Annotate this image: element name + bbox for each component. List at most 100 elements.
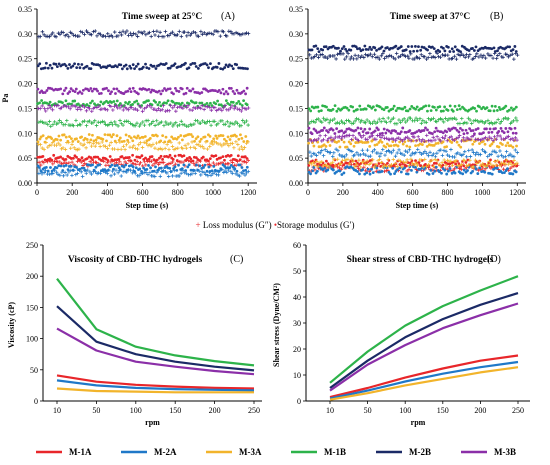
storage-point: [125, 67, 129, 71]
loss-point: [349, 137, 354, 142]
loss-point: [170, 160, 175, 164]
storage-point: [167, 155, 170, 159]
storage-point: [85, 157, 89, 161]
loss-point: [147, 103, 152, 108]
loss-point: [236, 142, 240, 147]
loss-point: [54, 159, 59, 164]
loss-point: [433, 157, 437, 162]
storage-point: [384, 145, 388, 149]
storage-point: [322, 126, 326, 130]
storage-point: [359, 127, 363, 131]
loss-point: [363, 120, 368, 125]
loss-point: [170, 174, 175, 178]
loss-point: [49, 33, 53, 37]
loss-point: [440, 117, 444, 122]
loss-point: [354, 116, 359, 121]
storage-point: [73, 99, 77, 103]
storage-point: [410, 168, 413, 172]
series-m-3b: [307, 126, 519, 144]
storage-point: [432, 106, 436, 109]
storage-point: [159, 62, 163, 66]
storage-point: [446, 169, 450, 173]
loss-point: [330, 139, 334, 143]
loss-point: [197, 105, 201, 110]
storage-point: [443, 168, 447, 172]
loss-point: [350, 121, 354, 126]
loss-point: [237, 147, 242, 151]
loss-point: [226, 161, 231, 166]
loss-point: [46, 122, 50, 127]
storage-point: [43, 66, 47, 70]
loss-point: [182, 103, 187, 108]
storage-point: [199, 137, 203, 141]
storage-point: [128, 87, 132, 91]
storage-point: [342, 45, 346, 48]
loss-point: [464, 52, 469, 57]
storage-point: [78, 167, 82, 171]
loss-point: [153, 107, 157, 111]
storage-point: [507, 108, 511, 112]
storage-point: [433, 169, 437, 173]
storage-point: [52, 153, 56, 157]
storage-point: [474, 167, 478, 171]
loss-point: [89, 109, 94, 114]
loss-point: [158, 108, 163, 113]
storage-point: [50, 87, 54, 91]
storage-point: [133, 67, 136, 71]
loss-point: [111, 108, 115, 112]
storage-point: [210, 104, 214, 107]
loss-point: [82, 105, 87, 109]
storage-point: [235, 88, 239, 92]
storage-point: [310, 132, 314, 136]
storage-point: [493, 50, 497, 53]
storage-point: [90, 89, 94, 93]
loss-point: [112, 30, 117, 34]
loss-point: [372, 165, 377, 169]
loss-point: [168, 103, 173, 108]
loss-point: [368, 154, 373, 158]
loss-point: [180, 146, 185, 151]
x-tick-label: 1000: [205, 188, 221, 197]
loss-point: [415, 118, 420, 123]
loss-point: [158, 174, 163, 179]
loss-point: [160, 107, 165, 112]
loss-point: [363, 52, 368, 57]
loss-point: [323, 147, 327, 152]
loss-point: [334, 57, 338, 61]
loss-point: [375, 120, 380, 124]
x-tick-label: 200: [474, 406, 486, 415]
loss-point: [354, 162, 359, 167]
loss-point: [351, 57, 356, 61]
storage-point: [322, 143, 326, 147]
loss-point: [438, 139, 443, 143]
loss-point: [336, 135, 340, 139]
loss-point: [82, 142, 87, 147]
loss-point: [66, 34, 71, 39]
loss-point: [433, 55, 437, 60]
storage-point: [91, 133, 94, 137]
storage-point: [380, 169, 384, 173]
loss-point: [216, 29, 220, 34]
loss-point: [368, 52, 373, 56]
storage-point: [431, 45, 434, 49]
loss-point: [398, 120, 403, 125]
loss-point: [234, 139, 238, 144]
loss-point: [154, 141, 159, 145]
loss-point: [103, 144, 108, 149]
storage-point: [127, 134, 131, 138]
loss-point: [480, 119, 485, 124]
loss-point: [42, 170, 47, 175]
loss-point: [153, 33, 157, 37]
loss-point: [461, 135, 466, 140]
loss-point: [172, 32, 177, 37]
storage-point: [508, 45, 512, 49]
loss-point: [110, 35, 115, 39]
loss-point: [225, 34, 229, 38]
storage-point: [41, 91, 45, 94]
loss-point: [426, 55, 431, 60]
storage-point: [323, 166, 326, 170]
storage-point: [375, 143, 379, 146]
loss-point: [490, 122, 495, 126]
loss-point: [144, 163, 148, 167]
x-tick-label: 1200: [240, 188, 256, 197]
